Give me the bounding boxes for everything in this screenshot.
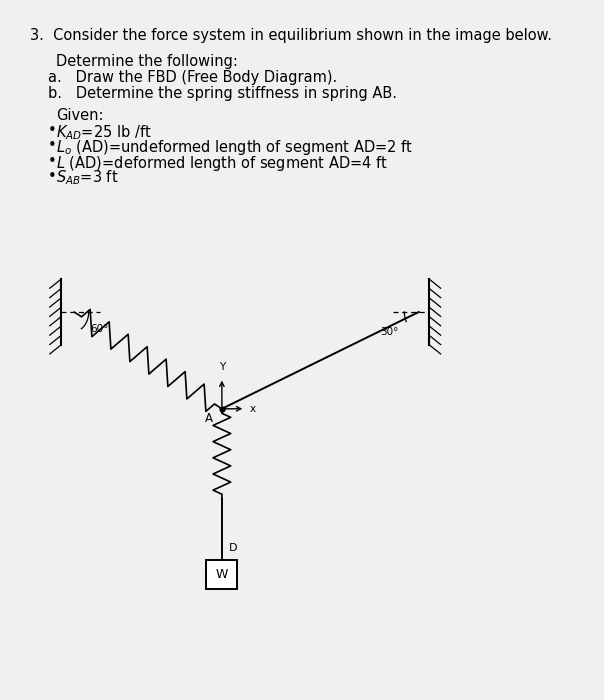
Bar [207,560,237,589]
Text: a.   Draw the FBD (Free Body Diagram).: a. Draw the FBD (Free Body Diagram). [48,70,338,85]
Text: Given:: Given: [56,108,103,123]
Text: 3.  Consider the force system in equilibrium shown in the image below.: 3. Consider the force system in equilibr… [30,29,552,43]
Text: A: A [205,412,213,425]
Text: $K_{AD}$=25 lb /ft: $K_{AD}$=25 lb /ft [56,123,152,142]
Text: •: • [48,169,57,184]
Text: W: W [216,568,228,581]
Text: Determine the following:: Determine the following: [56,54,238,69]
Text: b.   Determine the spring stiffness in spring AB.: b. Determine the spring stiffness in spr… [48,86,397,101]
Text: $S_{AB}$=3 ft: $S_{AB}$=3 ft [56,169,118,188]
Text: $L$ (AD)=deformed length of segment AD=4 ft: $L$ (AD)=deformed length of segment AD=4… [56,153,388,173]
Text: 60°: 60° [91,324,109,335]
Text: •: • [48,123,57,138]
Text: D: D [229,543,237,553]
Text: x: x [249,404,255,414]
Text: Y: Y [219,362,225,372]
Text: $L_o$ (AD)=undeformed length of segment AD=2 ft: $L_o$ (AD)=undeformed length of segment … [56,139,413,158]
Text: •: • [48,153,57,169]
Text: 30°: 30° [380,327,399,337]
Text: •: • [48,139,57,153]
